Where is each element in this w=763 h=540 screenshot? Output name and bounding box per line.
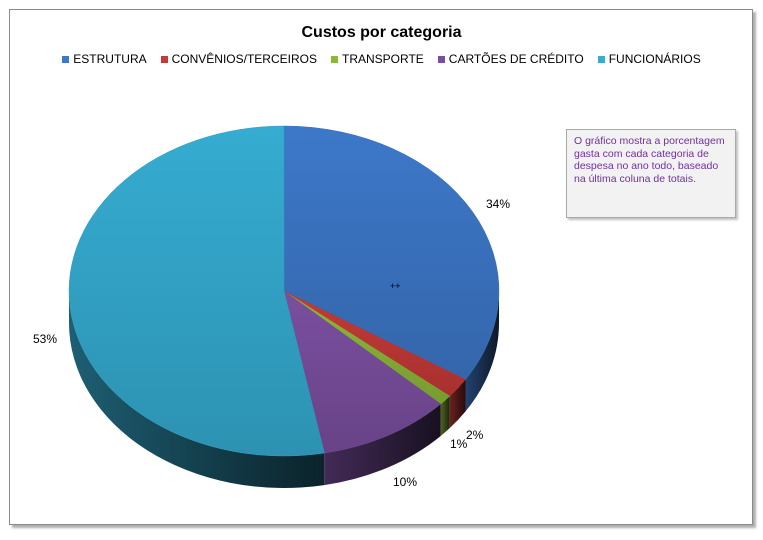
legend-swatch-3	[437, 55, 445, 63]
pie-side-0	[465, 291, 499, 412]
legend-entry-0: ESTRUTURA	[62, 52, 147, 66]
legend-swatch-4	[597, 55, 605, 63]
chart-title: Custos por categoria	[301, 24, 462, 41]
pie-side-4	[68, 291, 325, 489]
pie-side-2	[440, 396, 450, 436]
data-label-0: 34%	[486, 197, 510, 211]
legend-label-3: CARTÕES DE CRÉDITO	[448, 52, 584, 66]
data-label-2: 1%	[450, 437, 468, 451]
legend-entry-1: CONVÊNIOS/TERCEIROS	[160, 52, 317, 66]
legend-entry-4: FUNCIONÁRIOS	[597, 52, 701, 66]
pie-labels: 34% 2%1% 10% 53%	[33, 197, 510, 489]
pie-slice-3	[283, 290, 442, 454]
data-label-1: 2%	[466, 428, 484, 442]
pie-side-1	[449, 379, 466, 429]
legend-swatch-0	[62, 55, 70, 63]
legend-label-0: ESTRUTURA	[73, 52, 147, 66]
legend: ESTRUTURA CONVÊNIOS/TERCEIROS TRANSPORTE CA…	[0, 52, 763, 66]
legend-label-1: CONVÊNIOS/TERCEIROS	[171, 52, 317, 66]
plot-marker: ++	[390, 281, 401, 291]
legend-label-2: TRANSPORTE	[341, 52, 424, 66]
pie-slice-4	[68, 125, 325, 457]
legend-swatch-1	[160, 55, 168, 63]
legend-swatch-2	[330, 55, 338, 63]
legend-entry-3: CARTÕES DE CRÉDITO	[437, 52, 584, 66]
annotation-note: O gráfico mostra a porcentagem gasta com…	[566, 129, 736, 218]
pie-slice-0	[283, 125, 500, 380]
legend-entry-2: TRANSPORTE	[330, 52, 424, 66]
data-label-4: 53%	[33, 332, 57, 346]
pie-top	[68, 125, 500, 457]
legend-label-4: FUNCIONÁRIOS	[608, 52, 701, 66]
data-label-3: 10%	[393, 475, 417, 489]
